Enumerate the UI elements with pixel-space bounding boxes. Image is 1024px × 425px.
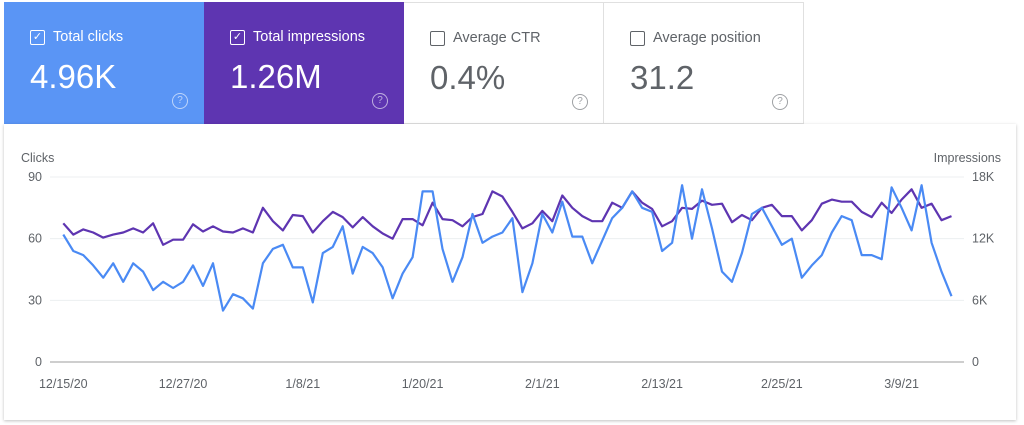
metric-card-total-clicks[interactable]: ✓ Total clicks 4.96K ?: [4, 2, 204, 124]
y-tick-right: 12K: [972, 232, 995, 246]
metric-value: 4.96K: [30, 58, 117, 95]
series-line-clicks: [62, 184, 953, 312]
y-tick-right: 0: [972, 355, 979, 369]
checkbox-icon[interactable]: [630, 31, 645, 46]
y-tick-left: 90: [28, 170, 42, 184]
y-axis-title-right: Impressions: [934, 151, 1001, 165]
x-tick: 1/20/21: [402, 377, 444, 391]
metric-card-average-position[interactable]: Average position 31.2 ?: [604, 2, 804, 124]
series-line-impressions: [62, 188, 952, 246]
y-tick-left: 30: [28, 293, 42, 307]
metric-card-total-impressions[interactable]: ✓ Total impressions 1.26M ?: [204, 2, 404, 124]
metric-value: 1.26M: [230, 58, 322, 95]
metric-cards: ✓ Total clicks 4.96K ? ✓ Total impressio…: [4, 2, 804, 124]
y-axis-title-left: Clicks: [21, 151, 54, 165]
checkbox-icon[interactable]: ✓: [230, 30, 245, 45]
x-tick: 12/27/20: [159, 377, 208, 391]
y-tick-right: 6K: [972, 293, 988, 307]
x-tick: 1/8/21: [285, 377, 320, 391]
metric-label: Average position: [653, 30, 761, 46]
x-tick: 2/25/21: [761, 377, 803, 391]
y-tick-right: 18K: [972, 170, 995, 184]
metric-card-average-ctr[interactable]: Average CTR 0.4% ?: [404, 2, 604, 124]
help-circle-icon[interactable]: ?: [772, 94, 788, 110]
chart-panel: [4, 124, 1016, 420]
metric-label: Average CTR: [453, 30, 541, 46]
help-circle-icon[interactable]: ?: [572, 94, 588, 110]
y-tick-left: 0: [35, 355, 42, 369]
checkbox-icon[interactable]: ✓: [30, 30, 45, 45]
metric-label: Total impressions: [253, 29, 366, 45]
y-tick-left: 60: [28, 232, 42, 246]
metric-value: 31.2: [630, 59, 695, 96]
metric-value: 0.4%: [430, 59, 506, 96]
checkbox-icon[interactable]: [430, 31, 445, 46]
metric-label: Total clicks: [53, 29, 124, 45]
x-tick: 3/9/21: [884, 377, 919, 391]
help-circle-icon[interactable]: ?: [172, 93, 188, 109]
x-tick: 2/13/21: [641, 377, 683, 391]
x-tick: 12/15/20: [39, 377, 88, 391]
x-tick: 2/1/21: [525, 377, 560, 391]
help-circle-icon[interactable]: ?: [372, 93, 388, 109]
